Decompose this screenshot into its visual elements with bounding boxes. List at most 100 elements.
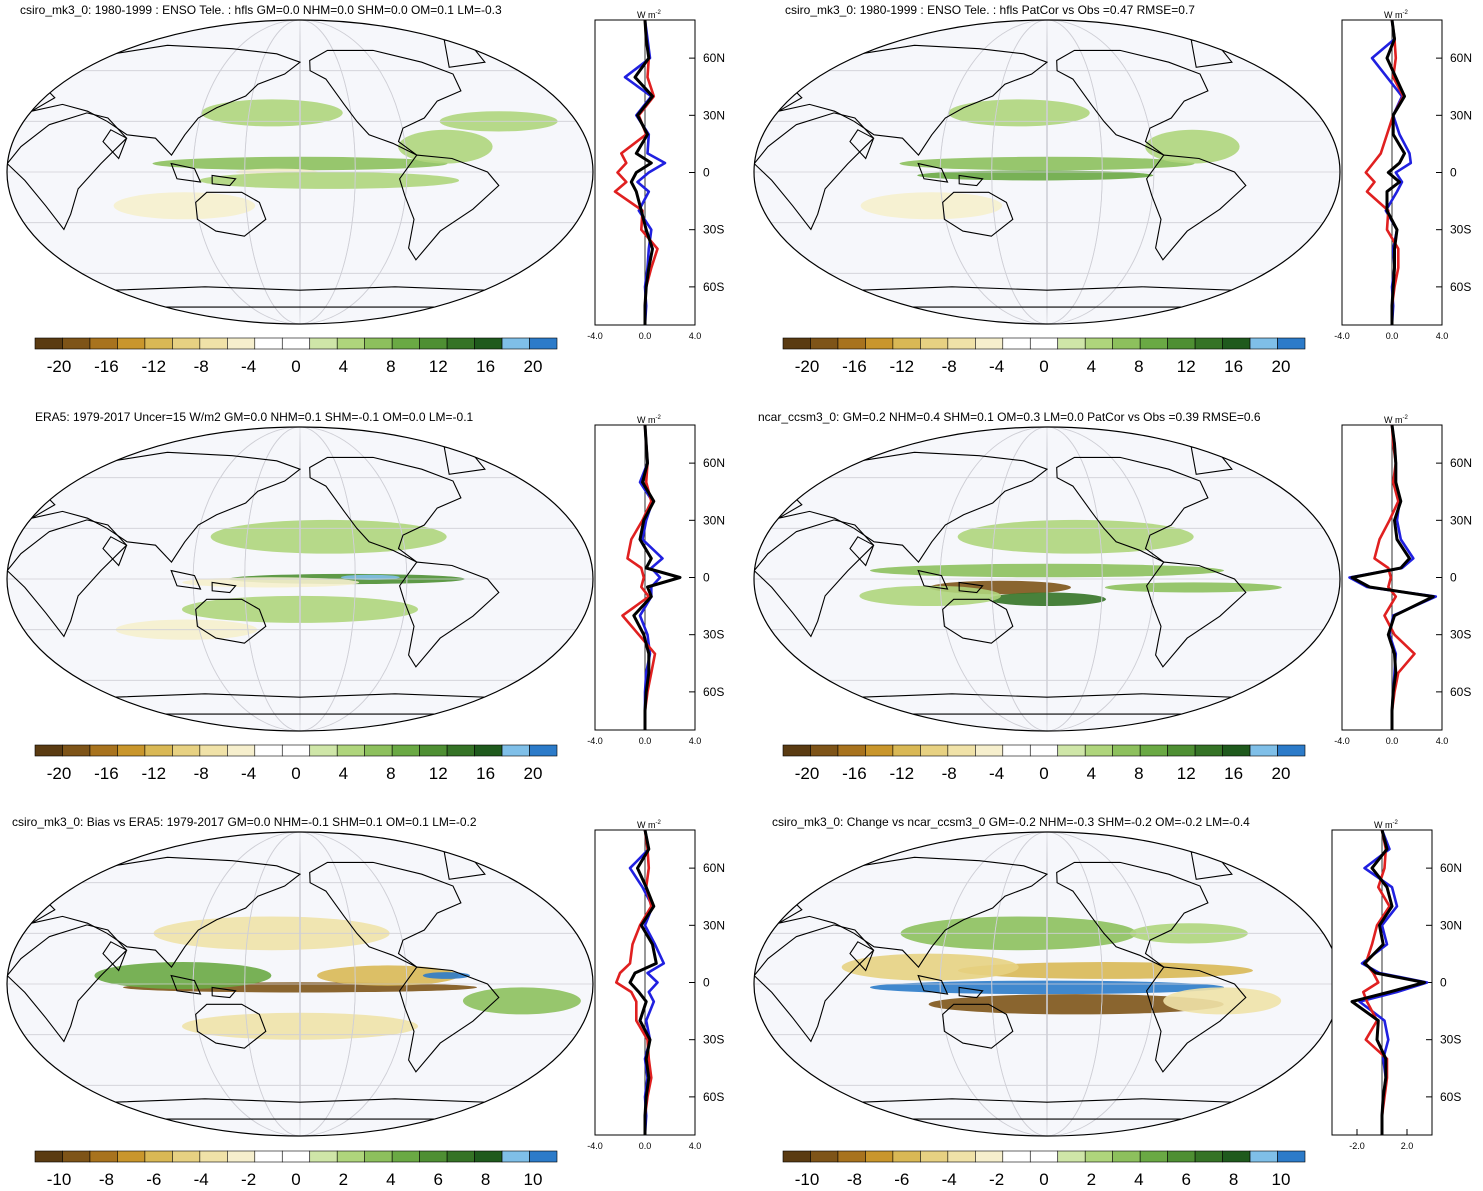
panel-title: csiro_mk3_0: Bias vs ERA5: 1979-2017 GM=… [12, 815, 477, 829]
colorbar-tick-label: -8 [99, 1170, 114, 1189]
colorbar-tick-label: 12 [1177, 764, 1196, 783]
colorbar-segment [199, 744, 228, 757]
colorbar-segment [254, 337, 283, 350]
colorbar-segment [1002, 744, 1031, 757]
coastline [942, 598, 1014, 644]
colorbar-segment [474, 744, 503, 757]
unit-label: W m-2 [1384, 10, 1408, 20]
zonal-mean-plot: W m-2 60N 30N 0 30S 60S -4.0 0.0 4.0 [587, 10, 725, 341]
colorbar-tick-label: -6 [894, 1170, 909, 1189]
colorbar-segment [810, 1150, 839, 1163]
x-tick-label: 4.0 [1436, 736, 1449, 746]
zonal-mean-plot: W m-2 60N 30N 0 30S 60S -2.0 2.0 [1331, 820, 1462, 1151]
colorbar-segment [920, 1150, 949, 1163]
map-border [6, 19, 594, 325]
zonal-mean-plot: W m-2 60N 30N 0 30S 60S -4.0 0.0 4.0 [587, 820, 725, 1151]
colorbar-segment [529, 744, 558, 757]
colorbar-segment [1112, 744, 1141, 757]
colorbar-tick-label: 8 [1134, 357, 1143, 376]
x-tick-label: 0.0 [1386, 736, 1399, 746]
x-tick-label: 2.0 [1401, 1141, 1414, 1151]
colorbar-segment [1167, 744, 1196, 757]
colorbar-tick-label: 10 [524, 1170, 543, 1189]
colorbar-tick-label: 0 [1039, 357, 1048, 376]
colorbar-tick-label: 4 [1087, 764, 1096, 783]
colorbar-segment [1139, 1150, 1168, 1163]
zonal-series-line-2 [1385, 19, 1406, 325]
map-border [753, 426, 1341, 732]
coastline [111, 286, 489, 308]
x-tick-label: -4.0 [1334, 736, 1350, 746]
graticule-lon [192, 427, 408, 731]
x-tick-label: -4.0 [587, 1141, 603, 1151]
zonal-series-line-2 [1350, 424, 1435, 730]
colorbar-segment [1277, 337, 1306, 350]
colorbar-segment [975, 1150, 1004, 1163]
colorbar-tick-label: -8 [194, 357, 209, 376]
anomaly-blob [152, 156, 448, 171]
colorbar-segment [446, 337, 475, 350]
colorbar-segment [1084, 744, 1113, 757]
coastline [858, 693, 1236, 715]
coastline [858, 286, 1236, 308]
colorbar-segment [837, 744, 866, 757]
coastline [958, 581, 984, 594]
lat-tick-label: 30N [703, 108, 725, 122]
colorbar-segment [1057, 744, 1086, 757]
anomaly-blob [957, 962, 1253, 979]
colorbar-segment [309, 337, 338, 350]
coastline [170, 569, 202, 590]
colorbar-tick-label: -8 [942, 764, 957, 783]
colorbar-segment [1194, 1150, 1223, 1163]
colorbar-segment [1029, 337, 1059, 350]
colorbar-segment [446, 744, 475, 757]
colorbar-segment [364, 744, 393, 757]
colorbar-segment [1029, 744, 1059, 757]
colorbar-segment [947, 744, 976, 757]
lat-tick-label: 30N [1450, 108, 1472, 122]
colorbar-tick-label: 10 [1272, 1170, 1291, 1189]
colorbar-segment [364, 337, 393, 350]
colorbar-segment [281, 1150, 311, 1163]
colorbar-segment [1057, 1150, 1086, 1163]
lat-tick-label: 30S [703, 1033, 724, 1047]
colorbar-segment [1249, 337, 1278, 350]
zonal-mean-plot: W m-2 60N 30N 0 30S 60S -4.0 0.0 4.0 [1334, 10, 1472, 341]
colorbar-segment [501, 337, 530, 350]
anomaly-blob [1104, 582, 1282, 593]
anomaly-blob [860, 192, 1003, 220]
coastline [849, 536, 875, 567]
colorbar-segment [892, 1150, 921, 1163]
panel-title: ncar_ccsm3_0: GM=0.2 NHM=0.4 SHM=0.1 OM=… [758, 410, 1261, 424]
colorbar-segment [391, 1150, 420, 1163]
colorbar-tick-label: 8 [481, 1170, 490, 1189]
colorbar-tick-label: -16 [842, 357, 867, 376]
colorbar-tick-label: 0 [291, 1170, 300, 1189]
colorbar-segment [391, 337, 420, 350]
colorbar-segment [419, 1150, 448, 1163]
colorbar-segment [144, 1150, 173, 1163]
colorbar-tick-label: -20 [47, 764, 72, 783]
lat-tick-label: 60S [703, 685, 724, 699]
unit-label: W m-2 [637, 10, 661, 20]
lat-tick-label: 60S [1440, 1090, 1461, 1104]
anomaly-blob [948, 99, 1090, 127]
coastline [195, 598, 267, 644]
colorbar-segment [62, 1150, 91, 1163]
lat-tick-label: 60S [1450, 280, 1471, 294]
colorbar-tick-label: -4 [241, 357, 256, 376]
unit-label: W m-2 [1374, 820, 1398, 830]
colorbar-tick-label: 16 [1224, 357, 1243, 376]
coastline [917, 162, 949, 183]
coastline [1145, 561, 1247, 668]
colorbar-tick-label: 0 [1039, 764, 1048, 783]
lat-tick-label: 60N [703, 861, 725, 875]
colorbar-segment [1057, 337, 1086, 350]
colorbar-tick-label: -8 [194, 764, 209, 783]
lat-tick-label: 60N [1450, 51, 1472, 65]
colorbar-tick-label: 12 [429, 764, 448, 783]
x-tick-label: 4.0 [1436, 331, 1449, 341]
lat-tick-label: 60N [703, 51, 725, 65]
coastline [309, 456, 462, 563]
graticule-lon [299, 832, 301, 1136]
